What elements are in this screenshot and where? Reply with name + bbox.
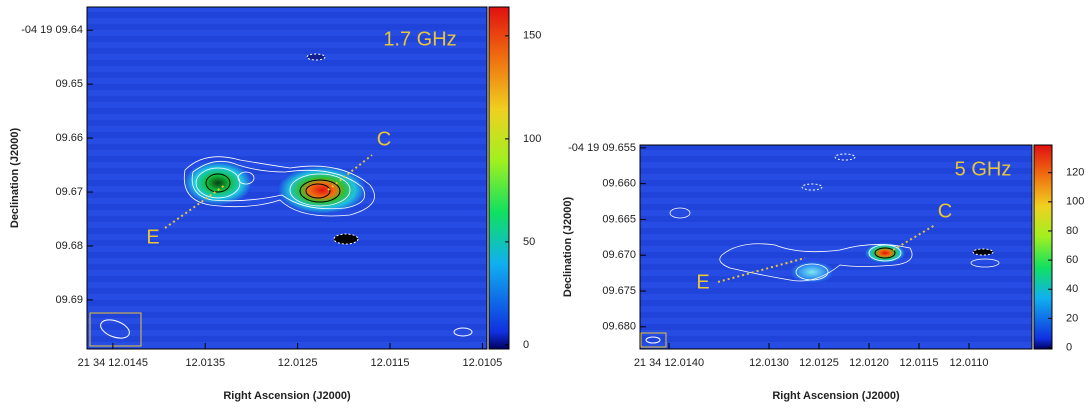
component-label: C	[938, 200, 952, 222]
x-tick-label: 12.0115	[900, 357, 939, 369]
colorbar-tick-label: 40	[1066, 283, 1078, 295]
colorbar-tick-label: 100	[523, 133, 541, 145]
frequency-label: 1.7 GHz	[383, 28, 456, 50]
y-tick-label: 09.670	[602, 249, 636, 261]
y-tick-label: 09.66	[55, 132, 83, 144]
x-tick-label: 12.0125	[278, 357, 318, 369]
x-tick-label: 12.0125	[799, 357, 839, 369]
y-tick-label: -04 19 09.64	[21, 24, 83, 36]
colorbar-tick-label: 100	[1066, 196, 1084, 208]
x-tick-label: 21 34 12.0145	[78, 357, 148, 369]
x-tick-label: 12.0130	[749, 357, 789, 369]
x-tick-label: 21 34 12.0140	[634, 357, 704, 369]
colorbar-tick-label: 150	[523, 30, 541, 42]
panel-2-image	[639, 144, 1053, 350]
panel-1-image	[86, 6, 510, 350]
y-tick-label: 09.67	[55, 186, 83, 198]
y-tick-label: -04 19 09.655	[568, 142, 636, 154]
frequency-label: 5 GHz	[955, 158, 1012, 180]
colorbar-tick-label: 60	[1066, 254, 1078, 266]
x-tick-label: 12.0110	[950, 357, 989, 369]
colorbar-tick-label: 20	[1066, 312, 1078, 324]
x-tick-label: 12.0115	[371, 357, 410, 369]
component-label: E	[696, 271, 709, 293]
x-axis-label: Right Ascension (J2000)	[772, 390, 900, 402]
x-tick-label: 12.0120	[849, 357, 889, 369]
colorbar-tick-label: 120	[1066, 167, 1084, 179]
colorbar-tick-label: 50	[523, 236, 535, 248]
y-tick-label: 09.665	[602, 213, 636, 225]
x-axis-label: Right Ascension (J2000)	[223, 390, 351, 402]
y-tick-label: 09.68	[55, 240, 83, 252]
colorbar-tick-label: 0	[523, 339, 529, 351]
y-axis-label: Declination (J2000)	[9, 128, 21, 229]
component-label: C	[377, 128, 391, 150]
y-tick-label: 09.65	[55, 78, 83, 90]
y-tick-label: 09.675	[602, 285, 636, 297]
x-tick-label: 12.0105	[462, 357, 502, 369]
y-axis-label: Declination (J2000)	[562, 197, 574, 298]
y-tick-label: 09.69	[55, 294, 83, 306]
y-tick-label: 09.680	[602, 321, 636, 333]
component-label: E	[146, 226, 159, 248]
colorbar-tick-label: 0	[1066, 341, 1072, 353]
y-tick-label: 09.660	[602, 178, 636, 190]
x-tick-label: 12.0135	[185, 357, 225, 369]
colorbar-tick-label: 80	[1066, 225, 1078, 237]
